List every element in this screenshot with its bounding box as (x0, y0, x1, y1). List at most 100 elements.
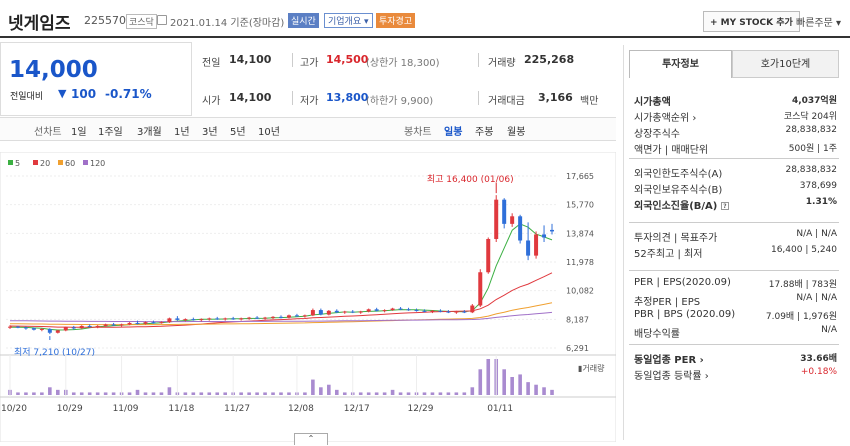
y-tick-label: 11,978 (566, 258, 594, 267)
info-value: 28,838,832 (785, 165, 837, 175)
volume-bar (32, 392, 36, 395)
period-10y[interactable]: 10년 (258, 127, 280, 138)
candle-body (486, 238, 491, 273)
candle-body (358, 311, 363, 313)
price-chart[interactable]: 5 20 60 120 17,665 15,770 13,874 11,978 10,082 8,… (0, 151, 617, 443)
ma-legend-swatch (8, 160, 13, 165)
info-value: 378,699 (799, 181, 837, 191)
candle-body (470, 305, 475, 313)
candle-body (79, 325, 84, 329)
candle-body (207, 318, 212, 320)
ma-legend-label: 120 (90, 159, 105, 168)
candle-body (518, 216, 523, 241)
collapse-toggle-button[interactable]: ⌃ (294, 433, 328, 445)
candle-daily[interactable]: 일봉 (444, 127, 463, 138)
candle-body (462, 311, 467, 313)
market-badge: 코스닥 (126, 14, 157, 29)
info-label: 시가총액 (634, 97, 671, 108)
volume-bar (191, 392, 196, 395)
current-price: 14,000 (9, 57, 98, 83)
y-tick-label: 6,291 (566, 344, 589, 353)
candle-body (23, 327, 28, 329)
ma-legend-swatch (58, 160, 63, 165)
volume-bar (239, 392, 243, 395)
stock-header: 넷게임즈 225570 코스닥 2021.01.14 기준(장마감) 실시간 기… (0, 0, 850, 38)
candle-body (526, 240, 531, 256)
info-label: 액면가 | 매매단위 (634, 145, 709, 156)
candle-body (191, 319, 196, 321)
high-annotation: 최고 16,400 (01/06) (427, 174, 514, 185)
period-1w[interactable]: 1주일 (98, 127, 123, 138)
y-tick-label: 10,082 (566, 287, 594, 296)
tab-order-book[interactable]: 호가10단계 (732, 50, 839, 78)
candle-body (542, 234, 547, 238)
add-mystock-button[interactable]: + MY STOCK 추가 (703, 11, 800, 32)
candle-body (502, 199, 507, 224)
info-label[interactable]: 동일업종 등락률 › (634, 371, 709, 382)
candle-body (382, 310, 387, 312)
volume-bar (382, 392, 387, 395)
amount-unit: 백만 (580, 96, 599, 107)
info-label[interactable]: 동일업종 PER › (634, 355, 704, 366)
candle-body (510, 216, 515, 224)
candle-weekly[interactable]: 주봉 (475, 127, 494, 138)
candle-body (263, 317, 268, 319)
quick-order-dropdown[interactable]: 빠른주문 ▾ (796, 18, 841, 29)
chart-canvas[interactable]: 5 20 60 120 17,665 15,770 13,874 11,978 10,082 8,… (0, 151, 617, 443)
x-tick-label: 12/08 (288, 404, 314, 414)
candle-body (239, 318, 244, 320)
candle-body (294, 315, 299, 317)
candle-body (430, 310, 435, 312)
info-label[interactable]: 시가총액순위 › (634, 113, 697, 124)
volume-bar (95, 392, 100, 395)
volume-bar (215, 392, 220, 395)
help-icon[interactable]: ? (720, 202, 729, 210)
info-label: 52주최고 | 최저 (634, 249, 703, 260)
ma-line-120 (9, 311, 553, 323)
candle-body (111, 324, 116, 326)
info-value: 33.66배 (800, 354, 837, 364)
info-value: 16,400 | 5,240 (770, 245, 837, 255)
volume-label: ▮거래량 (578, 363, 605, 373)
period-1d[interactable]: 1일 (71, 127, 87, 138)
high-value: 14,500 (326, 53, 369, 66)
base-date: 2021.01.14 기준(장마감) (170, 18, 285, 29)
x-tick-label: 10/20 (1, 404, 27, 414)
company-overview-dropdown[interactable]: 기업개요 ▾ (324, 13, 373, 28)
period-3y[interactable]: 3년 (202, 127, 218, 138)
amount-value: 3,166 (538, 91, 573, 104)
info-value: 28,838,832 (785, 125, 837, 135)
realtime-button[interactable]: 실시간 (288, 13, 319, 28)
period-1y[interactable]: 1년 (174, 127, 190, 138)
candle-body (159, 322, 164, 324)
x-tick-label: 11/27 (224, 404, 250, 414)
candle-body (414, 310, 419, 312)
period-3m[interactable]: 3개월 (137, 127, 162, 138)
candle-body (326, 310, 331, 315)
info-label: 외국인보유주식수(B) (634, 185, 723, 196)
candle-body (183, 319, 188, 321)
calendar-icon (157, 15, 167, 25)
volume-bar (159, 392, 164, 395)
volume-bar (478, 369, 483, 395)
tab-investment-info[interactable]: 투자정보 (629, 50, 732, 78)
current-price-box: 14,000 전일대비 ▼ 100 -0.71% (0, 42, 192, 116)
candle-body (175, 318, 180, 320)
y-tick-label: 8,187 (566, 315, 589, 324)
candle-monthly[interactable]: 월봉 (507, 127, 526, 138)
info-value: N/A | N/A (796, 293, 837, 303)
info-value: +0.18% (800, 367, 837, 377)
open-value: 14,100 (229, 91, 272, 104)
lower-limit: (하한가 9,900) (366, 96, 434, 107)
candle-body (406, 309, 411, 311)
volume-bar (48, 387, 52, 395)
volume-bar (303, 392, 307, 395)
candle-body (31, 328, 36, 330)
period-5y[interactable]: 5년 (230, 127, 246, 138)
high-label: 고가 (300, 58, 319, 69)
investment-info-panel: 투자정보 호가10단계 시가총액 4,037억원 시가총액순위 › 코스닥 204위 상… (623, 45, 843, 440)
volume-bar (534, 384, 538, 395)
volume-bar (199, 392, 204, 395)
volume-bar (398, 392, 403, 395)
x-tick-label: 10/29 (57, 404, 83, 414)
